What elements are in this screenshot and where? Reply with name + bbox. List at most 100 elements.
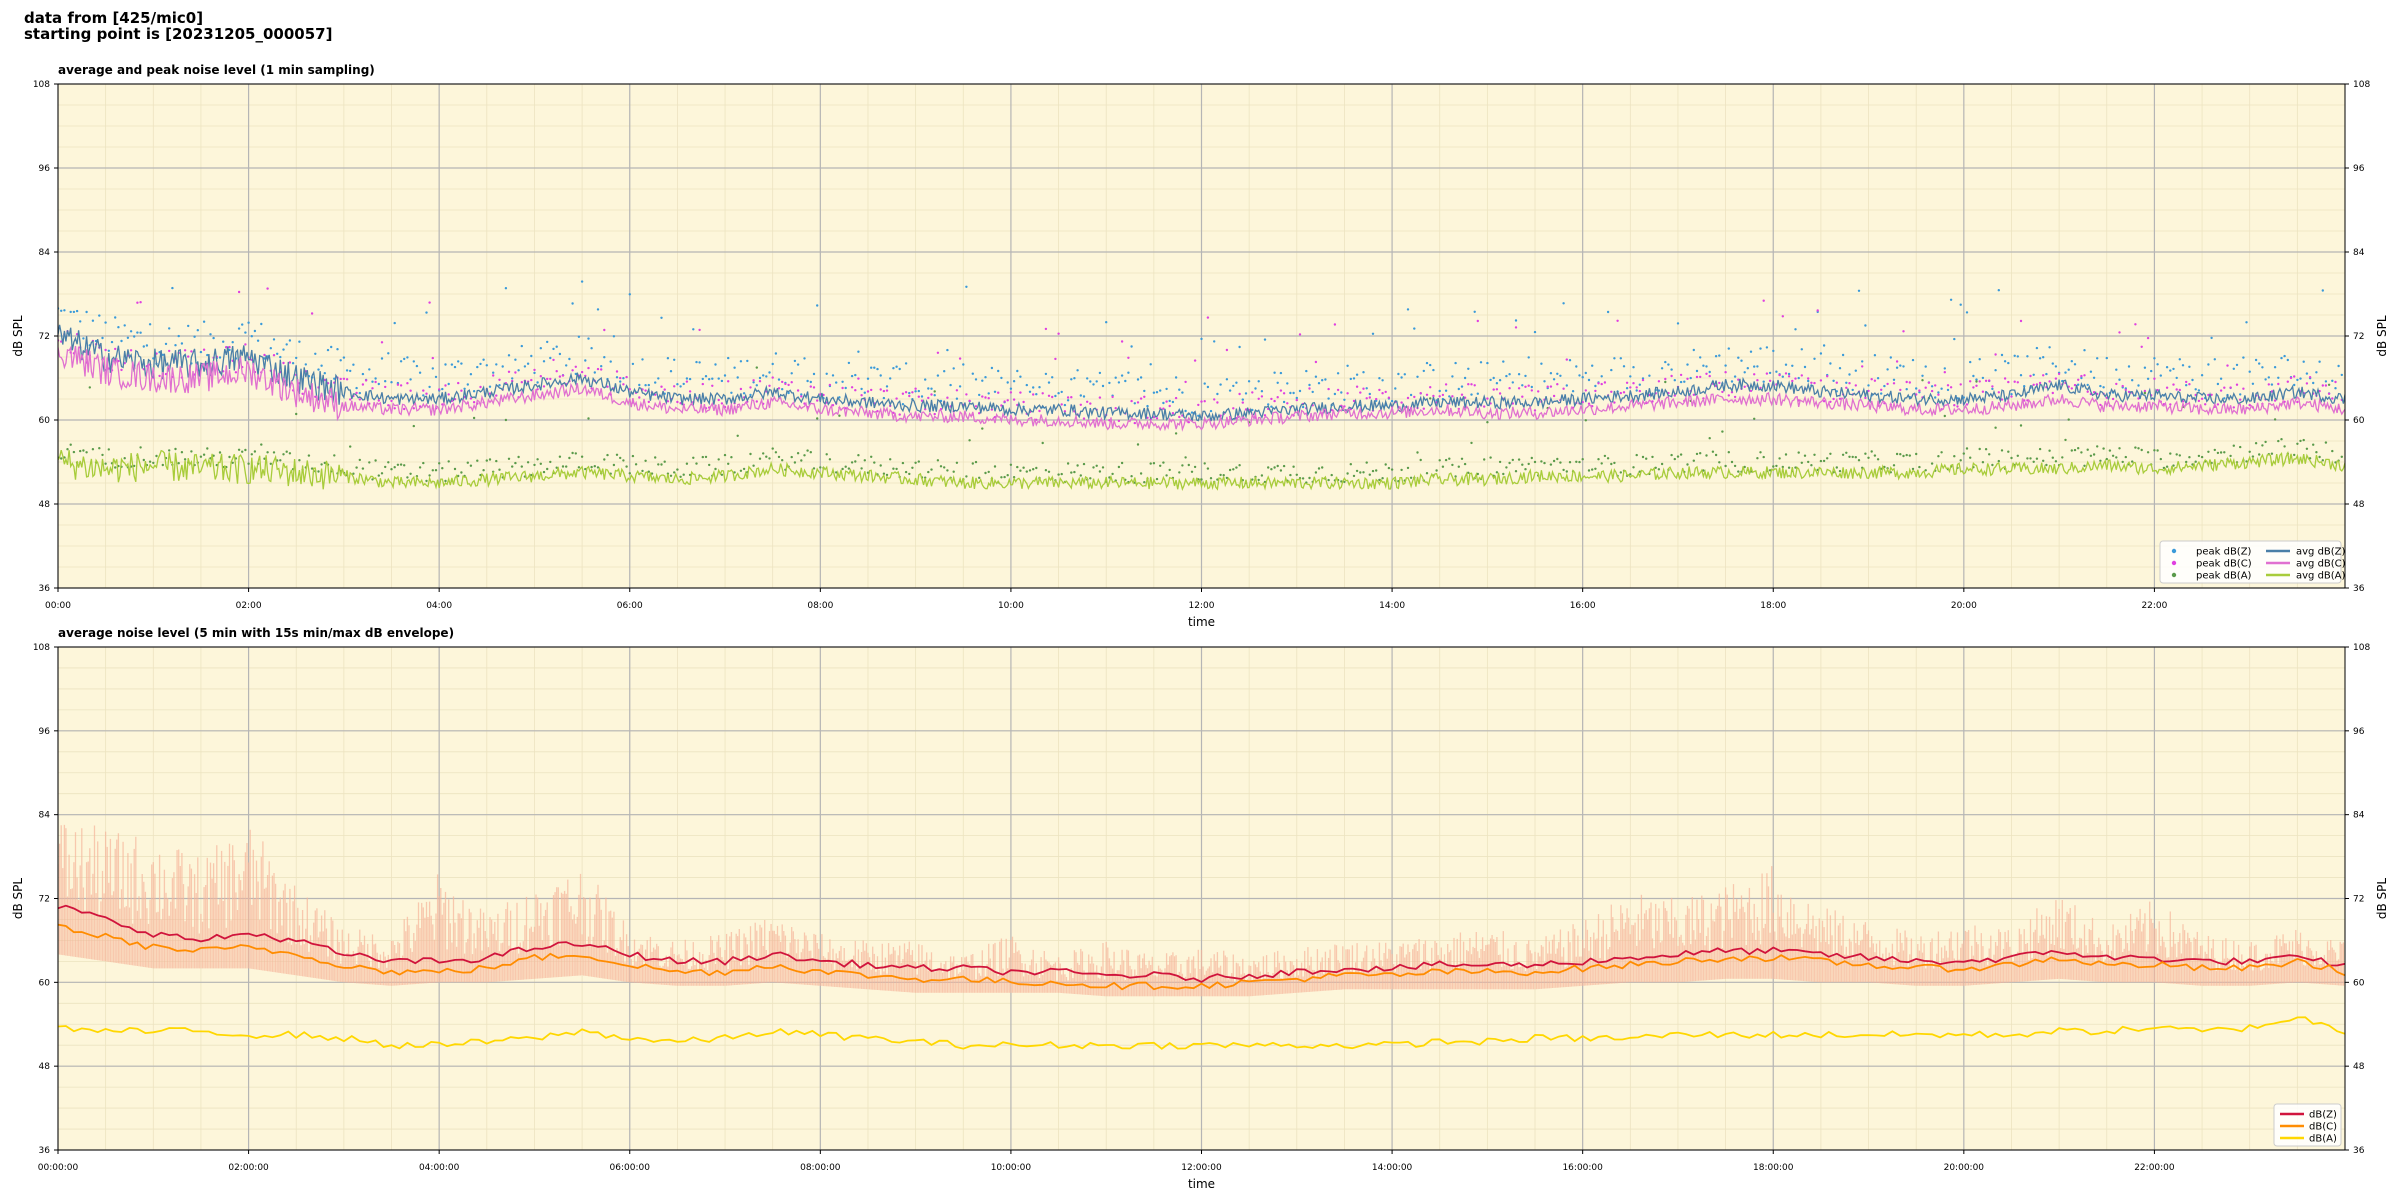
peak-dot xyxy=(850,386,854,389)
x-tick-label: 04:00:00 xyxy=(419,1163,460,1173)
peak-dot xyxy=(615,370,619,373)
peak-dot xyxy=(936,374,940,377)
peak-dot xyxy=(88,386,92,389)
peak-dot xyxy=(850,461,854,464)
peak-dot xyxy=(939,407,943,411)
peak-dot xyxy=(1781,315,1785,318)
peak-dot xyxy=(698,328,701,332)
peak-dot xyxy=(2169,403,2172,406)
peak-dot xyxy=(1667,363,1670,366)
peak-dot xyxy=(631,362,635,366)
peak-dot xyxy=(66,448,69,451)
peak-dot xyxy=(1565,384,1569,387)
peak-dot xyxy=(1759,386,1762,390)
peak-dot xyxy=(1918,465,1921,469)
peak-dot xyxy=(1387,396,1391,399)
peak-dot xyxy=(978,412,981,415)
peak-dot xyxy=(1908,381,1912,384)
peak-dot xyxy=(1213,340,1216,343)
peak-dot xyxy=(1470,383,1473,386)
peak-dot xyxy=(2083,349,2086,352)
peak-dot xyxy=(2239,398,2242,401)
y-tick-label: 72 xyxy=(39,332,50,342)
peak-dot xyxy=(784,382,787,386)
peak-dot xyxy=(1394,387,1397,390)
peak-dot xyxy=(2200,374,2204,377)
peak-dot xyxy=(1260,395,1264,398)
peak-dot xyxy=(571,302,574,305)
peak-dot xyxy=(1905,380,1908,384)
peak-dot xyxy=(1600,375,1603,378)
series-line-3 xyxy=(58,449,2345,492)
peak-dot xyxy=(1705,365,1708,368)
peak-dot xyxy=(1086,377,1089,380)
peak-dot xyxy=(1451,395,1454,398)
peak-dot xyxy=(2070,449,2073,452)
peak-dot xyxy=(2118,378,2121,381)
peak-dot xyxy=(1041,392,1044,395)
peak-dot xyxy=(1451,375,1454,378)
peak-dot xyxy=(98,314,101,317)
peak-dot xyxy=(228,348,231,352)
peak-dot xyxy=(812,467,816,470)
peak-dot xyxy=(1089,380,1092,383)
peak-dot xyxy=(1498,392,1502,395)
peak-dot xyxy=(117,326,120,329)
peak-dot xyxy=(1905,388,1908,391)
peak-dot xyxy=(517,369,520,372)
peak-dot xyxy=(228,345,231,349)
peak-dot xyxy=(1219,473,1222,477)
peak-dot xyxy=(752,379,755,382)
peak-dot xyxy=(1448,457,1451,460)
peak-dot xyxy=(1651,455,1654,459)
peak-dot xyxy=(987,392,990,395)
peak-dot xyxy=(422,394,425,397)
legend-label: avg dB(Z) xyxy=(2296,547,2346,558)
peak-dot xyxy=(552,347,555,351)
peak-dot xyxy=(2334,380,2337,384)
peak-dot xyxy=(2296,442,2299,445)
peak-dot xyxy=(123,324,126,327)
peak-dot xyxy=(777,378,781,381)
peak-dot xyxy=(974,460,978,464)
peak-dot xyxy=(1562,302,1565,305)
peak-dot xyxy=(2023,385,2026,388)
peak-dot xyxy=(939,465,943,468)
peak-dot xyxy=(676,383,679,386)
peak-dot xyxy=(2293,383,2296,387)
peak-dot xyxy=(1578,460,1581,464)
peak-dot xyxy=(695,462,698,465)
peak-dot xyxy=(1235,466,1238,469)
peak-dot xyxy=(1603,381,1607,384)
peak-dot xyxy=(2115,456,2118,459)
peak-dot xyxy=(364,379,368,382)
peak-dot xyxy=(79,449,82,453)
peak-dots-1 xyxy=(58,280,2343,417)
peak-dot xyxy=(2324,384,2328,387)
peak-dot xyxy=(202,320,206,323)
peak-dot xyxy=(1028,469,1032,472)
peak-dot xyxy=(660,385,663,388)
peak-dot xyxy=(1025,383,1029,387)
peak-dot xyxy=(2042,459,2045,462)
series-line-2 xyxy=(58,923,2345,991)
peak-dot xyxy=(644,384,647,387)
peak-dot xyxy=(708,378,711,381)
peak-dot xyxy=(593,371,596,374)
peak-dot xyxy=(1222,474,1225,477)
peak-dot xyxy=(1422,407,1426,410)
peak-dot xyxy=(1822,344,1826,347)
peak-dot xyxy=(1699,356,1702,359)
peak-dot xyxy=(1460,393,1464,396)
peak-dot xyxy=(638,383,641,387)
peak-dot xyxy=(361,383,365,386)
peak-dot xyxy=(2270,383,2274,386)
peak-dot xyxy=(781,388,784,391)
peak-dot xyxy=(2137,384,2140,387)
peak-dot xyxy=(1270,468,1273,471)
peak-dot xyxy=(955,461,959,464)
peak-dot xyxy=(1136,401,1140,404)
peak-dot xyxy=(1025,470,1029,473)
peak-dot xyxy=(978,393,981,397)
peak-dot xyxy=(1276,381,1279,384)
